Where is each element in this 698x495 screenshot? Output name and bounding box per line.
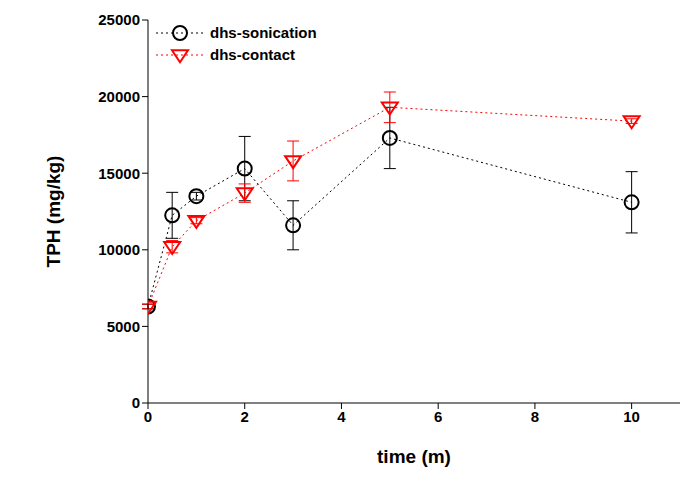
svg-text:5000: 5000: [107, 318, 140, 335]
svg-text:6: 6: [434, 408, 442, 425]
svg-text:20000: 20000: [98, 88, 140, 105]
svg-text:15000: 15000: [98, 165, 140, 182]
svg-text:10000: 10000: [98, 241, 140, 258]
svg-text:4: 4: [337, 408, 346, 425]
svg-text:TPH (mg/kg): TPH (mg/kg): [43, 156, 64, 268]
svg-text:0: 0: [144, 408, 152, 425]
svg-text:8: 8: [531, 408, 539, 425]
svg-text:2: 2: [241, 408, 249, 425]
html-text:dhs-contact: dhs-contact: [210, 46, 295, 63]
svg-text:0: 0: [132, 394, 140, 411]
svg-text:time (m): time (m): [377, 446, 451, 467]
svg-text:10: 10: [623, 408, 640, 425]
html-text:dhs-sonication: dhs-sonication: [210, 24, 317, 41]
svg-text:25000: 25000: [98, 11, 140, 28]
